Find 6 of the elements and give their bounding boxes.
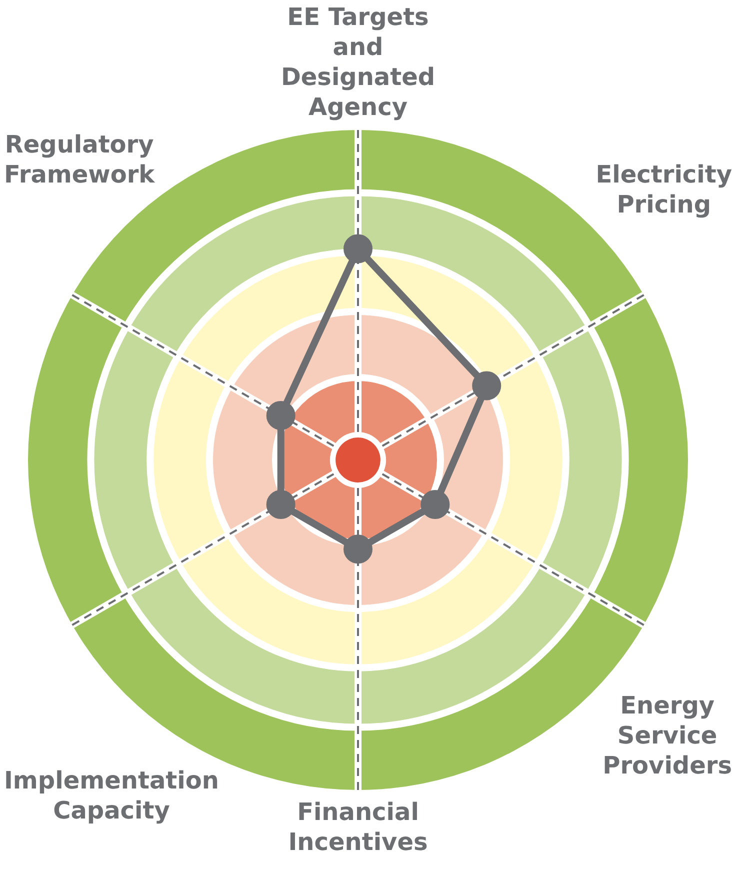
spoke-label: EE Targets and Designated Agency: [280, 3, 436, 122]
spoke-label: Financial Incentives: [288, 798, 428, 856]
spoke-label: Energy Service Providers: [602, 692, 732, 780]
spoke-label: Implementation Capacity: [4, 766, 219, 825]
spoke-label: Regulatory Framework: [4, 130, 156, 189]
spoke-label: Electricity Pricing: [596, 160, 732, 219]
